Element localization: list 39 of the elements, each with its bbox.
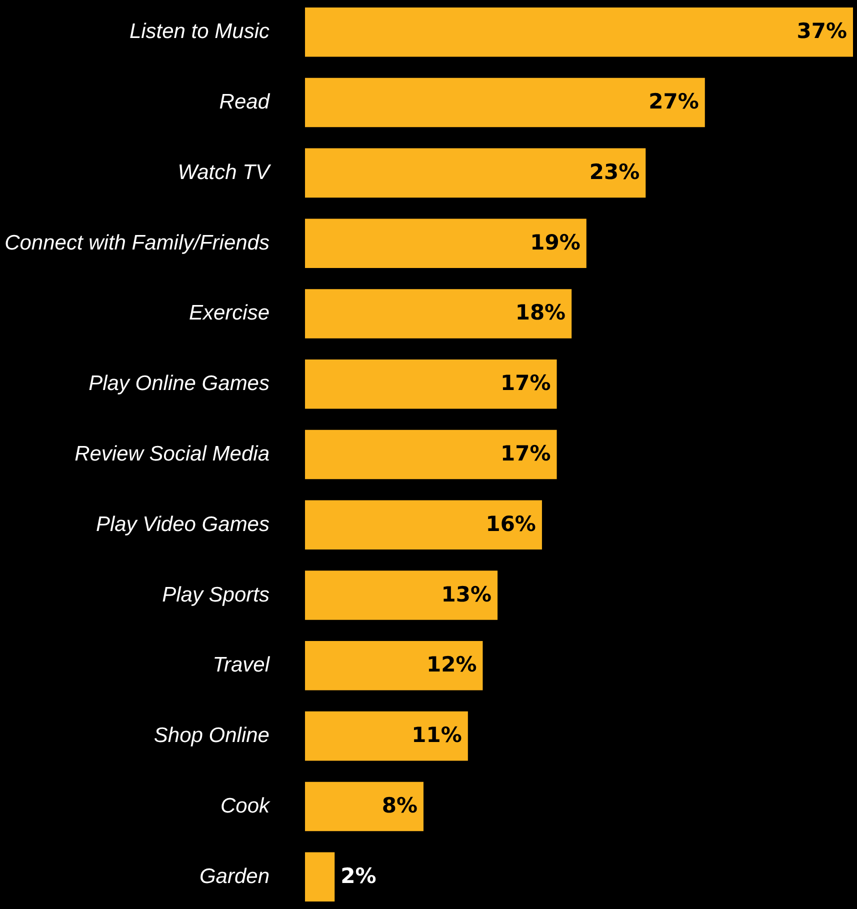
- bar: [305, 148, 646, 198]
- y-tick-label: Exercise: [188, 302, 270, 325]
- data-label: 12%: [426, 652, 477, 677]
- data-label: 11%: [412, 723, 462, 748]
- bar: [305, 641, 483, 690]
- bar: [305, 8, 853, 57]
- data-label: 13%: [441, 582, 492, 606]
- y-tick-label: Play Online Games: [88, 372, 270, 396]
- bar: [305, 500, 542, 550]
- data-label: 16%: [486, 512, 536, 536]
- data-label: 2%: [340, 864, 376, 888]
- bar: [305, 430, 557, 480]
- bar: [305, 359, 557, 409]
- bar: [305, 218, 586, 268]
- bar: [305, 782, 424, 832]
- bar: [305, 289, 572, 338]
- data-label: 17%: [500, 442, 551, 466]
- bar: [305, 78, 705, 128]
- y-tick-label: Read: [219, 90, 271, 114]
- y-tick-label: Shop Online: [154, 724, 270, 748]
- y-tick-label: Play Sports: [162, 583, 270, 606]
- y-tick-label: Watch TV: [178, 160, 272, 184]
- bar: [305, 852, 335, 902]
- data-label: 23%: [589, 160, 640, 184]
- data-label: 17%: [500, 371, 551, 396]
- y-tick-label: Garden: [199, 864, 270, 888]
- data-label: 37%: [796, 19, 847, 44]
- data-label: 19%: [530, 230, 580, 254]
- y-tick-label: Play Video Games: [96, 512, 270, 536]
- y-tick-label: Travel: [212, 654, 271, 677]
- y-tick-label: Cook: [220, 794, 271, 818]
- data-label: 18%: [515, 300, 566, 325]
- data-label: 27%: [648, 90, 699, 114]
- bar: [305, 711, 468, 761]
- bar: [305, 570, 498, 620]
- y-tick-label: Review Social Media: [74, 442, 270, 466]
- y-tick-label: Connect with Family/Friends: [4, 231, 270, 254]
- y-tick-label: Listen to Music: [129, 20, 270, 44]
- data-label: 8%: [382, 793, 418, 818]
